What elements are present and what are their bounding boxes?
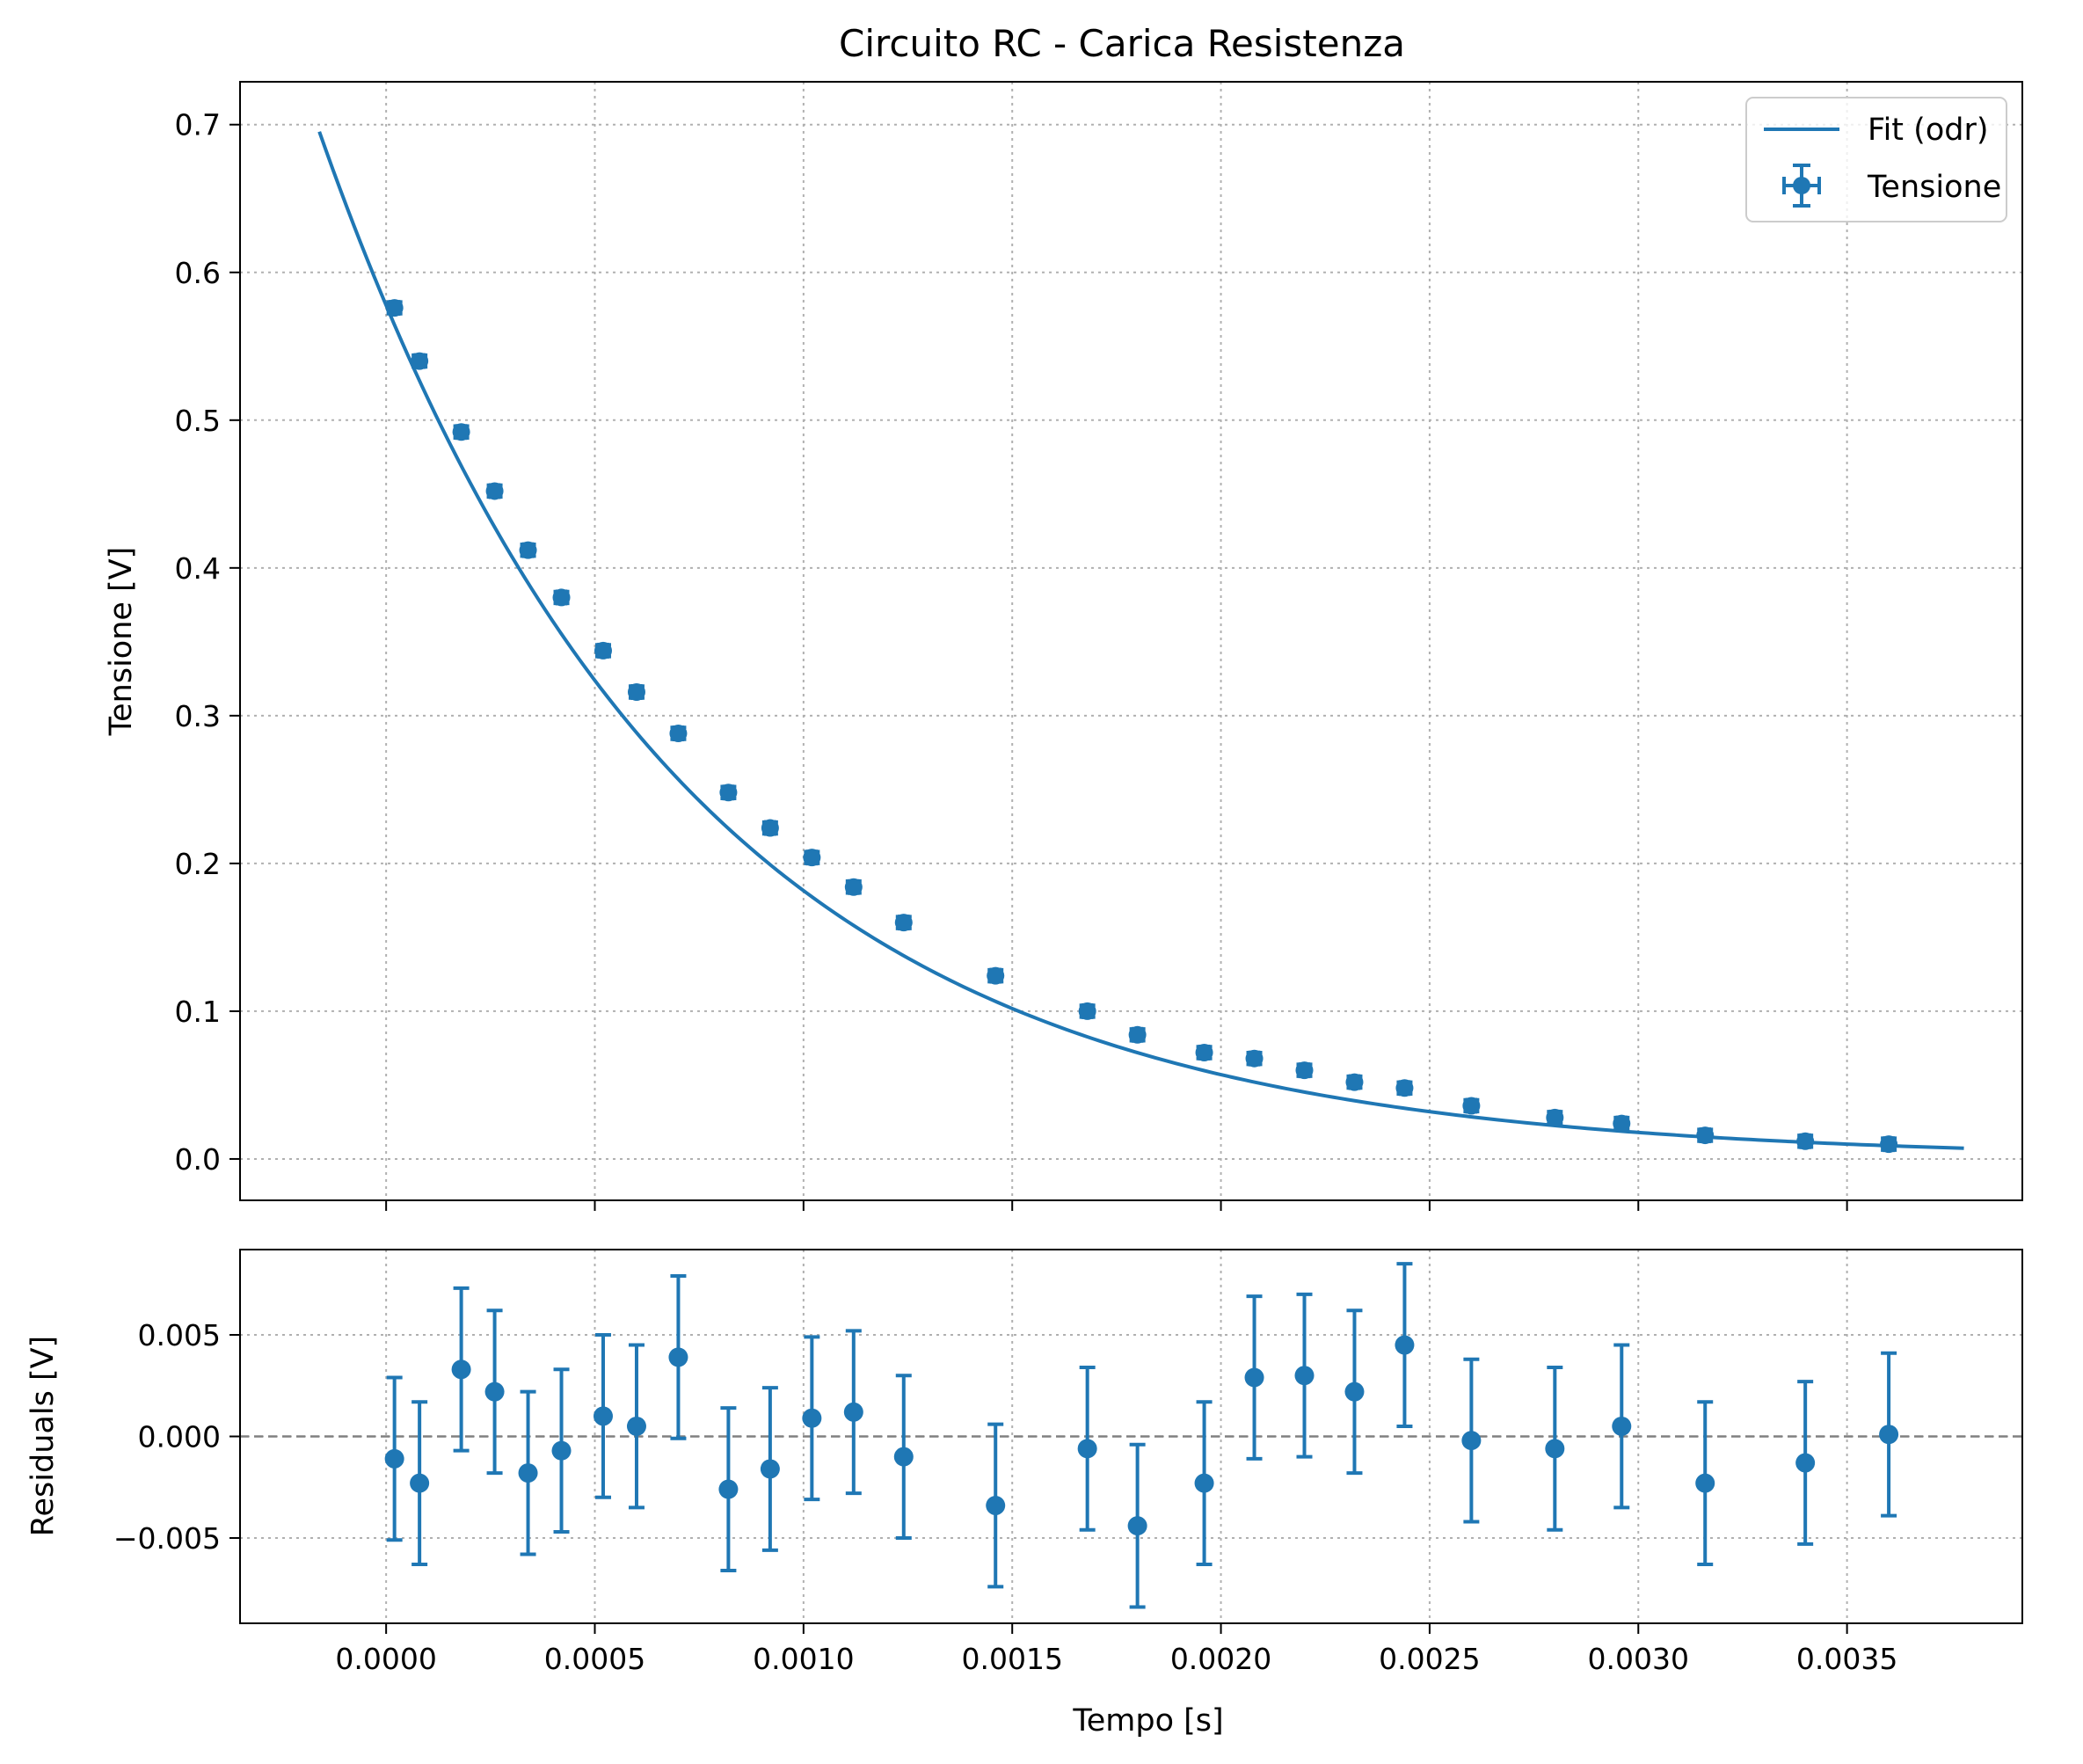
data-point — [385, 299, 404, 317]
data-point — [627, 682, 645, 701]
residual-point — [893, 1374, 914, 1540]
x-tick-label: 0.0020 — [1170, 1642, 1271, 1676]
residual-point — [1244, 1294, 1264, 1461]
fit-curve-layer — [317, 131, 1964, 1150]
main-x-axis-ticks — [385, 1200, 1848, 1211]
data-point — [452, 423, 470, 441]
residual-point — [1127, 1442, 1147, 1609]
residuals-y-tick-label: 0.005 — [138, 1318, 221, 1352]
data-point — [594, 641, 612, 660]
x-tick-label: 0.0000 — [335, 1642, 436, 1676]
legend: Fit (odr) Tensione — [1745, 97, 2007, 222]
data-point — [1128, 1025, 1147, 1044]
residuals-x-axis-ticks: 0.0000 0.0005 0.0010 0.0015 0.0020 0.0025 0.00… — [335, 1623, 1897, 1676]
x-tick-label: 0.0015 — [961, 1642, 1062, 1676]
residual-point — [518, 1389, 538, 1556]
legend-data-label: Tensione — [1867, 170, 2001, 205]
residual-point — [1194, 1400, 1214, 1567]
residual-point — [1344, 1308, 1365, 1476]
data-point — [485, 482, 504, 500]
residual-point — [1545, 1365, 1565, 1532]
residuals-y-tick-label: −0.005 — [113, 1521, 221, 1556]
data-point — [1796, 1132, 1815, 1150]
main-data-layer — [385, 299, 1898, 1154]
residual-point — [451, 1286, 471, 1453]
data-point — [1195, 1043, 1213, 1061]
data-point — [803, 849, 821, 867]
main-plot-frame — [239, 81, 2023, 1201]
data-point — [1462, 1097, 1481, 1115]
main-y-tick-label: 0.6 — [175, 256, 221, 290]
data-point — [987, 966, 1005, 985]
residual-point — [1795, 1380, 1816, 1546]
main-y-tick-label: 0.7 — [175, 108, 221, 142]
data-point — [1345, 1073, 1364, 1091]
main-y-tick-label: 0.4 — [175, 551, 221, 586]
main-y-tick-label: 0.1 — [175, 995, 221, 1029]
data-point — [1245, 1049, 1264, 1068]
residual-point — [1077, 1365, 1097, 1532]
main-gridlines — [240, 82, 2022, 1200]
residuals-data-layer — [384, 1262, 1899, 1609]
residual-point — [668, 1274, 688, 1440]
data-point — [1880, 1135, 1898, 1154]
data-point — [669, 725, 688, 743]
legend-fit-label: Fit (odr) — [1868, 113, 1989, 148]
residuals-y-axis-ticks: −0.005 0.000 0.005 — [113, 1318, 240, 1556]
data-point — [411, 352, 429, 370]
main-y-tick-label: 0.5 — [175, 404, 221, 438]
residual-point — [384, 1375, 404, 1542]
data-point — [552, 588, 571, 607]
residual-point — [484, 1308, 505, 1476]
x-axis-label: Tempo [s] — [1072, 1703, 1223, 1738]
x-tick-label: 0.0010 — [753, 1642, 854, 1676]
legend-data-swatch — [1782, 164, 1821, 208]
x-tick-label: 0.0005 — [544, 1642, 645, 1676]
residual-point — [551, 1367, 572, 1534]
residual-point — [843, 1329, 863, 1496]
chart-title: Circuito RC - Carica Resistenza — [839, 22, 1405, 65]
data-point — [719, 784, 738, 802]
x-tick-label: 0.0035 — [1796, 1642, 1897, 1676]
data-point — [894, 914, 913, 932]
fit-curve — [317, 131, 1964, 1150]
residual-point — [986, 1422, 1006, 1589]
data-point — [1395, 1079, 1414, 1097]
data-point — [761, 819, 779, 837]
data-point — [1078, 1002, 1096, 1020]
residual-point — [626, 1343, 646, 1510]
main-y-tick-label: 0.0 — [175, 1142, 221, 1177]
x-tick-label: 0.0030 — [1588, 1642, 1689, 1676]
residual-point — [1461, 1357, 1482, 1524]
residual-point — [1395, 1262, 1415, 1428]
residuals-y-axis-label: Residuals [V] — [25, 1336, 61, 1536]
residual-point — [718, 1406, 739, 1572]
residual-point — [1695, 1400, 1715, 1567]
main-y-tick-label: 0.3 — [175, 699, 221, 733]
residual-point — [1612, 1343, 1632, 1510]
data-point — [1295, 1061, 1314, 1080]
residual-point — [1294, 1292, 1315, 1459]
residual-point — [593, 1333, 613, 1499]
residual-point — [802, 1335, 822, 1502]
main-y-tick-label: 0.2 — [175, 847, 221, 881]
residuals-y-tick-label: 0.000 — [138, 1420, 221, 1454]
data-point — [1696, 1126, 1715, 1145]
data-point — [519, 541, 537, 559]
data-point — [844, 878, 863, 896]
main-y-axis-ticks: 0.0 0.1 0.2 0.3 0.4 0.5 0.6 0.7 — [175, 108, 240, 1177]
data-point — [1546, 1108, 1564, 1126]
main-y-axis-label: Tensione [V] — [104, 547, 139, 737]
residual-point — [410, 1400, 430, 1567]
residual-point — [1879, 1351, 1899, 1518]
data-point — [1613, 1114, 1631, 1133]
residual-point — [760, 1386, 780, 1552]
x-tick-label: 0.0025 — [1379, 1642, 1480, 1676]
